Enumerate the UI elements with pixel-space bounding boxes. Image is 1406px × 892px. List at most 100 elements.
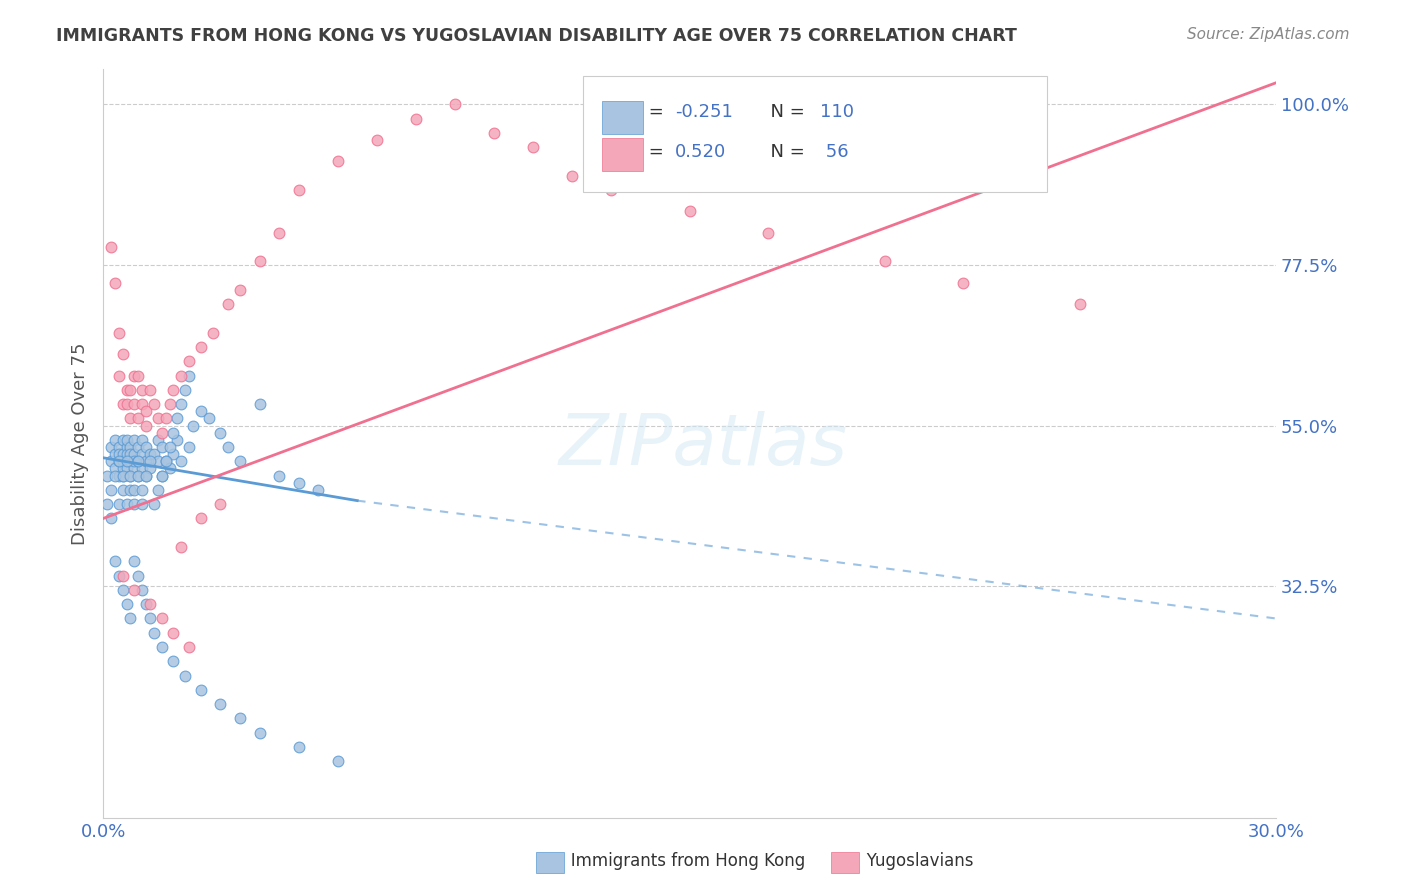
- Point: [190, 511, 212, 525]
- Point: [162, 383, 184, 397]
- Point: [124, 368, 146, 383]
- Point: [107, 568, 129, 582]
- Point: [111, 447, 134, 461]
- Point: [107, 497, 129, 511]
- Point: [100, 440, 122, 454]
- Point: [115, 454, 138, 468]
- Point: [179, 440, 201, 454]
- Point: [139, 611, 162, 625]
- Point: [170, 397, 193, 411]
- Point: [111, 582, 134, 597]
- Point: [600, 183, 623, 197]
- Point: [115, 497, 138, 511]
- Point: [107, 447, 129, 461]
- Point: [100, 454, 122, 468]
- Text: ZIPatlas: ZIPatlas: [558, 411, 848, 481]
- Point: [111, 468, 134, 483]
- Point: [107, 440, 129, 454]
- Point: [217, 297, 239, 311]
- Point: [155, 411, 177, 425]
- Point: [127, 454, 149, 468]
- Point: [135, 468, 157, 483]
- Point: [952, 276, 974, 290]
- Point: [131, 447, 153, 461]
- Point: [135, 468, 157, 483]
- Point: [146, 433, 169, 447]
- Point: [179, 640, 201, 654]
- Point: [115, 597, 138, 611]
- Point: [174, 668, 197, 682]
- Point: [209, 425, 232, 440]
- Point: [120, 468, 142, 483]
- Point: [115, 447, 138, 461]
- Point: [873, 254, 896, 268]
- Point: [142, 625, 165, 640]
- Point: [104, 433, 127, 447]
- Point: [197, 411, 219, 425]
- Point: [107, 468, 129, 483]
- Point: [120, 454, 142, 468]
- Point: [111, 468, 134, 483]
- Text: Source: ZipAtlas.com: Source: ZipAtlas.com: [1187, 27, 1350, 42]
- Point: [120, 440, 142, 454]
- Point: [139, 383, 162, 397]
- Point: [190, 404, 212, 418]
- Point: [267, 468, 290, 483]
- Point: [209, 497, 232, 511]
- Point: [162, 625, 184, 640]
- Point: [287, 183, 309, 197]
- Text: Yugoslavians: Yugoslavians: [830, 852, 973, 870]
- Point: [120, 447, 142, 461]
- Point: [444, 97, 467, 112]
- Point: [146, 411, 169, 425]
- Point: [209, 697, 232, 711]
- Point: [287, 739, 309, 754]
- Point: [155, 454, 177, 468]
- Point: [107, 454, 129, 468]
- Point: [120, 468, 142, 483]
- Text: IMMIGRANTS FROM HONG KONG VS YUGOSLAVIAN DISABILITY AGE OVER 75 CORRELATION CHAR: IMMIGRANTS FROM HONG KONG VS YUGOSLAVIAN…: [56, 27, 1017, 45]
- Point: [1069, 297, 1091, 311]
- Point: [127, 468, 149, 483]
- Point: [96, 497, 118, 511]
- Point: [166, 433, 188, 447]
- Y-axis label: Disability Age Over 75: Disability Age Over 75: [72, 343, 89, 545]
- Point: [120, 411, 142, 425]
- Point: [249, 725, 271, 739]
- Text: 56: 56: [820, 143, 848, 161]
- Point: [162, 654, 184, 668]
- Point: [131, 497, 153, 511]
- Point: [131, 582, 153, 597]
- Point: [96, 468, 118, 483]
- Point: [124, 433, 146, 447]
- Text: R =: R =: [619, 143, 669, 161]
- Point: [131, 461, 153, 475]
- Point: [100, 483, 122, 497]
- Point: [229, 283, 252, 297]
- Point: [249, 254, 271, 268]
- Point: [146, 454, 169, 468]
- Point: [162, 447, 184, 461]
- Point: [111, 454, 134, 468]
- Text: 0.520: 0.520: [675, 143, 725, 161]
- Point: [170, 368, 193, 383]
- Point: [104, 554, 127, 568]
- Point: [124, 497, 146, 511]
- Point: [127, 568, 149, 582]
- Point: [229, 711, 252, 725]
- Point: [159, 440, 181, 454]
- Point: [217, 440, 239, 454]
- Text: -0.251: -0.251: [675, 103, 733, 120]
- Point: [124, 397, 146, 411]
- Point: [146, 483, 169, 497]
- Point: [127, 368, 149, 383]
- Point: [111, 347, 134, 361]
- Point: [139, 461, 162, 475]
- Point: [135, 440, 157, 454]
- Point: [135, 418, 157, 433]
- Point: [131, 383, 153, 397]
- Point: [124, 461, 146, 475]
- Point: [127, 440, 149, 454]
- Point: [127, 468, 149, 483]
- Point: [179, 354, 201, 368]
